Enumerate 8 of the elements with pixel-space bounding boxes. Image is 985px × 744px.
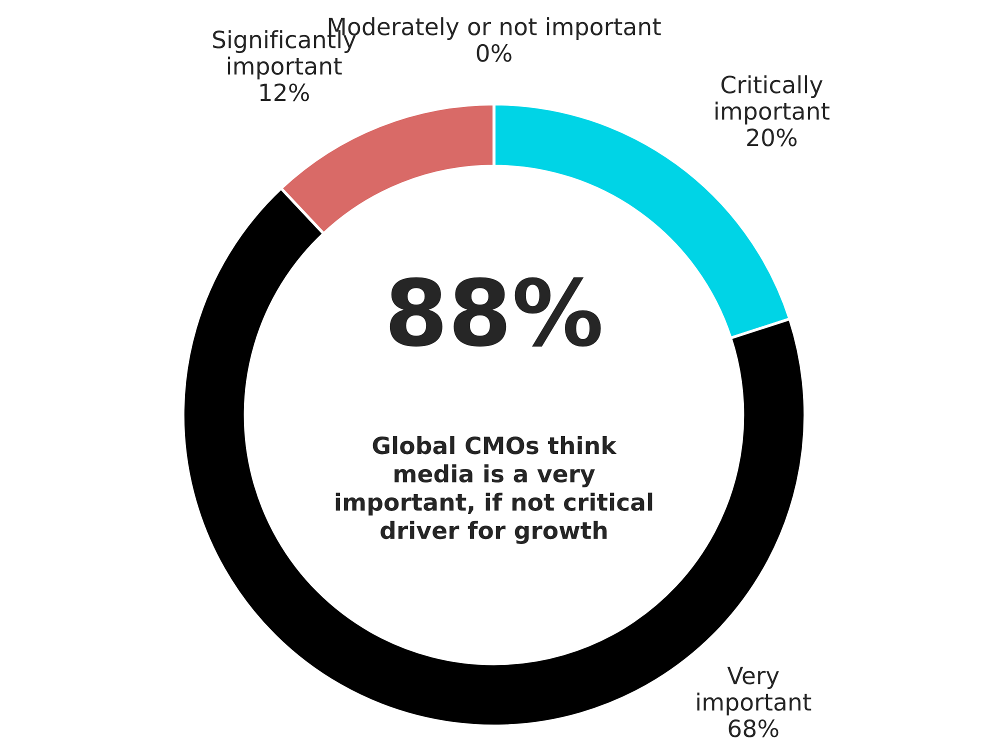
- data-label: 12%: [260, 83, 309, 102]
- slice-label: Very important: [697, 666, 812, 716]
- text: 88%: [390, 277, 601, 347]
- text: 0%: [476, 44, 512, 62]
- slice-label: Critically important: [716, 75, 830, 124]
- text: Global CMOs think media is a very important, if not critical driver for growth: [336, 436, 652, 544]
- data-label: 68%: [728, 719, 778, 738]
- data-label: 20%: [747, 128, 797, 146]
